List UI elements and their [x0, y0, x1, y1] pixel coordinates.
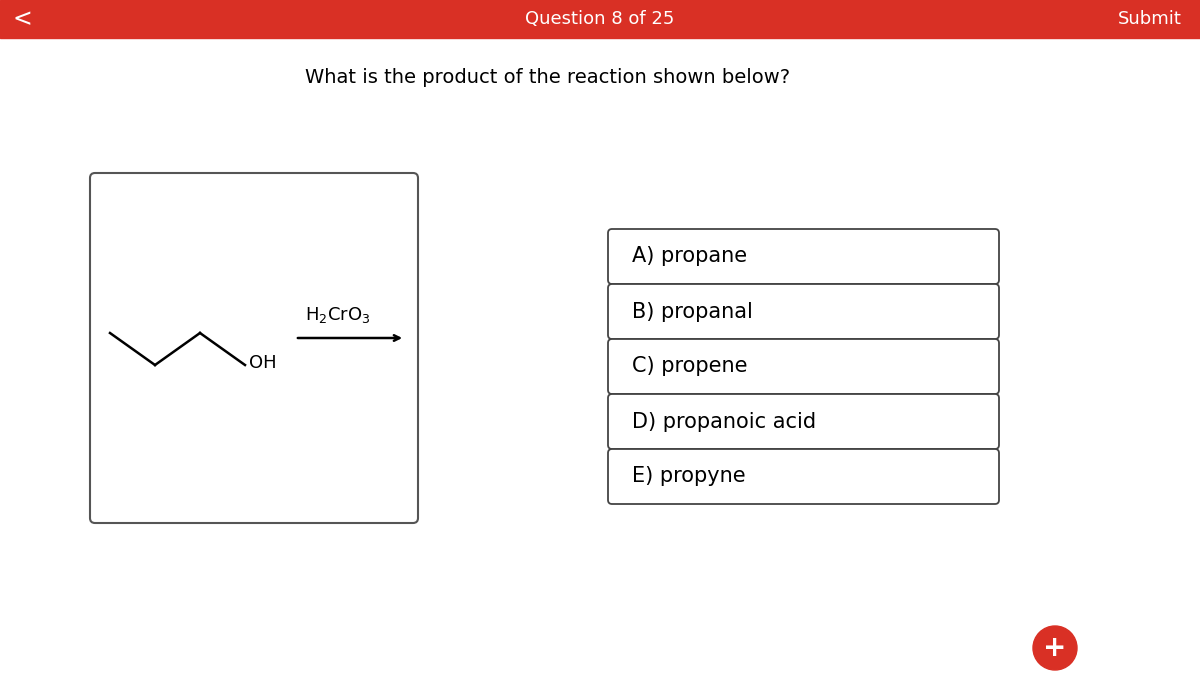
FancyBboxPatch shape	[608, 229, 998, 284]
FancyBboxPatch shape	[90, 173, 418, 523]
Bar	[0, 0, 1200, 38]
FancyBboxPatch shape	[608, 284, 998, 339]
FancyBboxPatch shape	[608, 394, 998, 449]
Text: H$_2$CrO$_3$: H$_2$CrO$_3$	[305, 305, 371, 325]
Text: What is the product of the reaction shown below?: What is the product of the reaction show…	[306, 68, 791, 87]
Text: B) propanal: B) propanal	[632, 301, 752, 322]
Text: D) propanoic acid: D) propanoic acid	[632, 411, 816, 432]
Text: OH: OH	[250, 354, 277, 372]
Text: Question 8 of 25: Question 8 of 25	[526, 10, 674, 28]
Text: +: +	[1043, 634, 1067, 662]
FancyBboxPatch shape	[608, 449, 998, 504]
Text: C) propene: C) propene	[632, 357, 748, 376]
Text: Submit: Submit	[1118, 10, 1182, 28]
Text: A) propane: A) propane	[632, 247, 748, 266]
FancyBboxPatch shape	[608, 339, 998, 394]
Text: <: <	[12, 7, 32, 31]
Circle shape	[1033, 626, 1078, 670]
Text: E) propyne: E) propyne	[632, 466, 745, 486]
